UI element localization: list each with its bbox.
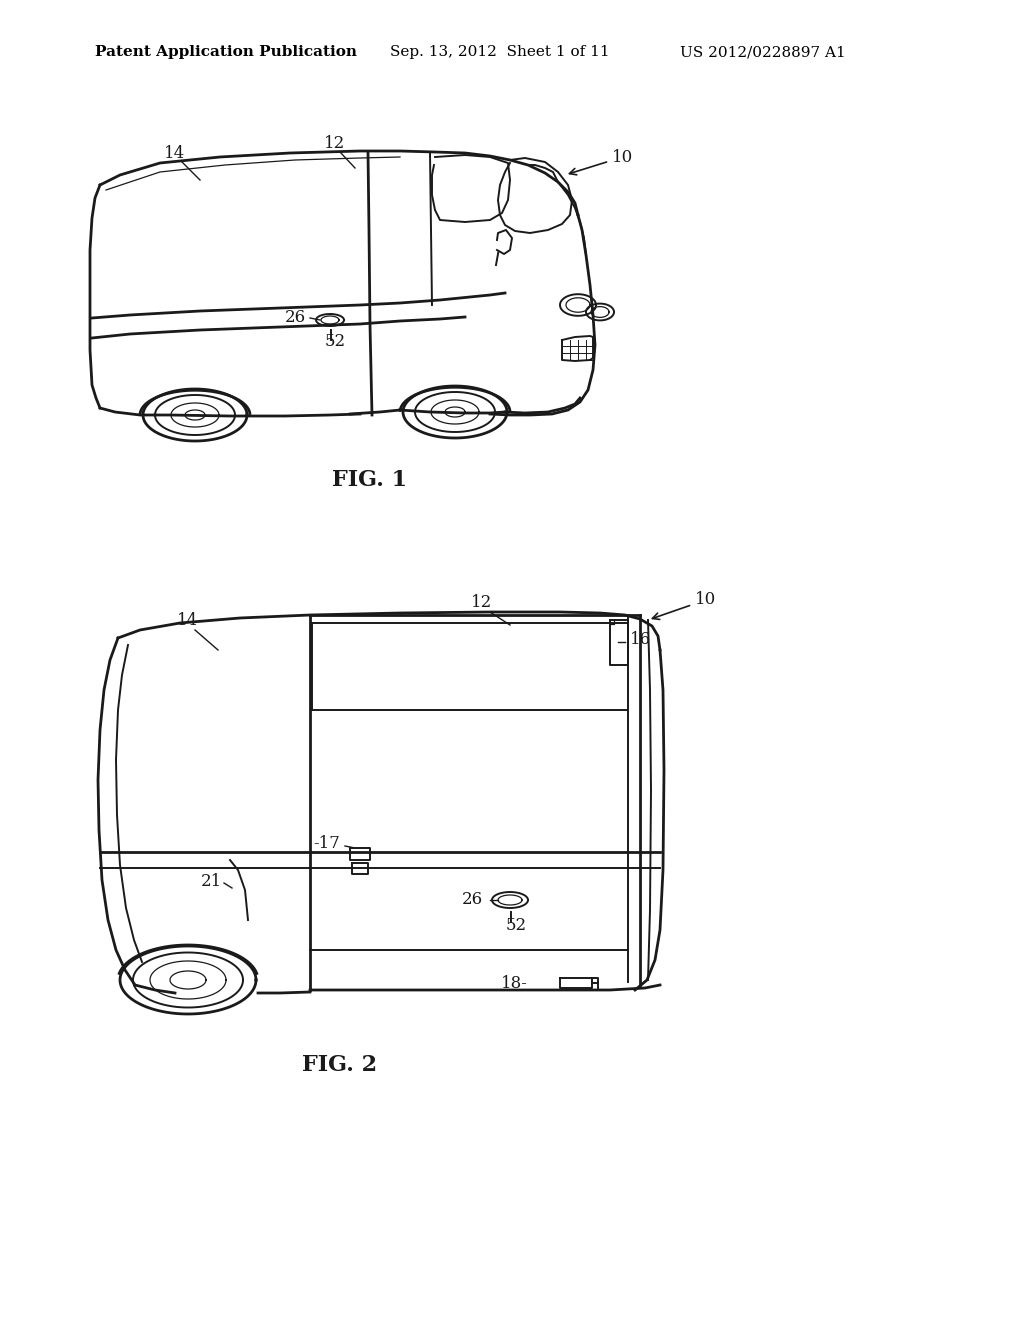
Text: 10: 10 xyxy=(652,591,716,619)
Text: FIG. 1: FIG. 1 xyxy=(333,469,408,491)
Text: 14: 14 xyxy=(165,145,185,162)
Text: 16: 16 xyxy=(630,631,651,648)
Text: 52: 52 xyxy=(506,916,526,933)
Text: FIG. 2: FIG. 2 xyxy=(302,1053,378,1076)
Text: 12: 12 xyxy=(471,594,493,611)
Text: 21: 21 xyxy=(201,874,222,891)
Text: 14: 14 xyxy=(177,612,199,630)
Text: Patent Application Publication: Patent Application Publication xyxy=(95,45,357,59)
Text: 18-: 18- xyxy=(501,974,528,991)
Text: 26: 26 xyxy=(285,309,305,326)
Text: 10: 10 xyxy=(569,149,633,174)
Polygon shape xyxy=(497,230,512,253)
Text: US 2012/0228897 A1: US 2012/0228897 A1 xyxy=(680,45,846,59)
Text: -17: -17 xyxy=(313,834,340,851)
Text: 26: 26 xyxy=(462,891,483,908)
Text: Sep. 13, 2012  Sheet 1 of 11: Sep. 13, 2012 Sheet 1 of 11 xyxy=(390,45,609,59)
Text: 12: 12 xyxy=(325,135,346,152)
Text: 52: 52 xyxy=(325,334,345,351)
